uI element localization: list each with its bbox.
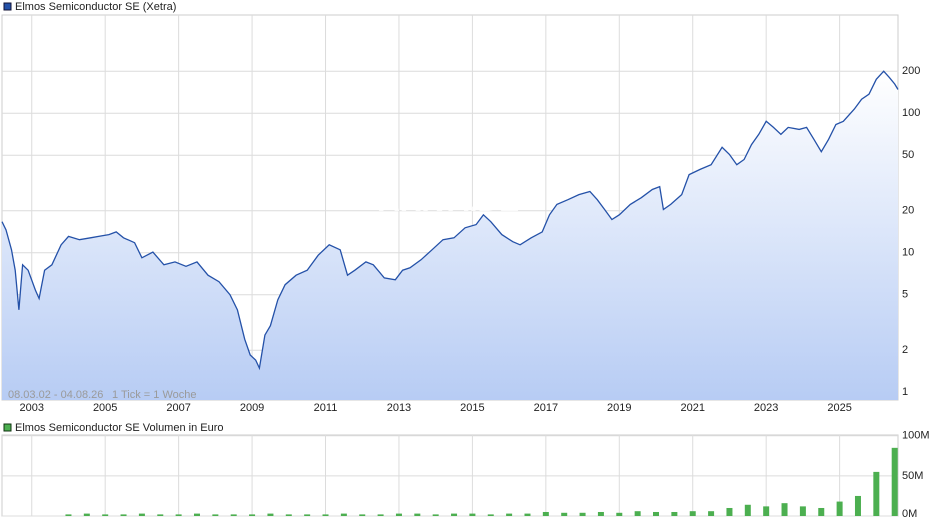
volume-bar	[322, 514, 329, 516]
x-tick-label: 2003	[20, 402, 44, 414]
volume-bar	[267, 513, 274, 516]
volume-bar	[891, 447, 898, 516]
volume-bar	[102, 514, 109, 516]
volume-bar	[671, 511, 678, 516]
volume-bar	[157, 514, 164, 516]
volume-bar	[726, 507, 733, 516]
volume-bar	[763, 506, 770, 516]
x-tick-label: 2009	[240, 402, 264, 414]
volume-bar	[359, 514, 366, 516]
y-tick-label: 50M	[902, 470, 923, 482]
volume-bar	[83, 513, 90, 516]
volume-bar	[175, 514, 182, 516]
volume-bar	[395, 513, 402, 516]
volume-bar	[597, 511, 604, 516]
legend-label: Elmos Semiconductor SE (Xetra)	[15, 1, 176, 13]
y-tick-label: 5	[902, 289, 908, 301]
volume-bar	[634, 511, 641, 516]
volume-bar	[377, 514, 384, 516]
volume-bar	[873, 471, 880, 516]
volume-bar	[193, 513, 200, 516]
y-tick-label: 2	[902, 344, 908, 356]
y-tick-label: 10	[902, 247, 914, 259]
volume-bar	[65, 514, 72, 516]
volume-bar	[120, 514, 127, 516]
price-area	[2, 71, 898, 400]
x-tick-label: 2011	[314, 402, 338, 414]
volume-bar	[469, 513, 476, 516]
volume-bar	[304, 514, 311, 516]
tick-note: 1 Tick = 1 Woche	[112, 389, 196, 401]
x-tick-label: 2005	[93, 402, 117, 414]
volume-bar	[451, 513, 458, 516]
volume-bar	[414, 513, 421, 516]
date-range: 08.03.02 - 04.08.26	[8, 389, 103, 401]
y-tick-label: 20	[902, 205, 914, 217]
volume-bar	[138, 513, 145, 516]
x-tick-label: 2021	[680, 402, 704, 414]
legend-swatch	[3, 423, 12, 432]
y-tick-label: 100	[902, 107, 920, 119]
watermark: ARIVA.DE	[378, 185, 521, 218]
x-tick-label: 2019	[607, 402, 631, 414]
x-tick-label: 2015	[460, 402, 484, 414]
volume-bar	[744, 504, 751, 516]
price-line	[1, 70, 899, 371]
volume-bar	[689, 511, 696, 516]
volume-bar	[340, 513, 347, 516]
x-tick-label: 2007	[166, 402, 190, 414]
volume-bar	[579, 512, 586, 516]
volume-bar	[799, 506, 806, 516]
volume-bar	[616, 512, 623, 516]
volume-bar	[230, 514, 237, 516]
volume-bar	[561, 512, 568, 516]
volume-bar	[542, 511, 549, 516]
volume-bar	[285, 514, 292, 516]
x-tick-label: 2025	[827, 402, 851, 414]
volume-bar	[653, 511, 660, 516]
y-tick-label: 1	[902, 386, 908, 398]
y-tick-label: 50	[902, 149, 914, 161]
y-tick-label: 200	[902, 65, 920, 77]
volume-bar	[506, 513, 513, 516]
y-tick-label: 100M	[902, 430, 930, 442]
volume-bar	[212, 514, 219, 516]
volume-bar	[249, 514, 256, 516]
x-tick-label: 2023	[754, 402, 778, 414]
x-tick-label: 2017	[534, 402, 558, 414]
x-tick-label: 2013	[387, 402, 411, 414]
volume-bar	[836, 501, 843, 516]
volume-bar	[524, 513, 531, 516]
legend-label: Elmos Semiconductor SE Volumen in Euro	[15, 422, 224, 434]
legend-swatch	[3, 2, 12, 11]
volume-bar	[818, 507, 825, 516]
volume-bar	[708, 511, 715, 516]
volume-bar	[781, 503, 788, 516]
y-tick-label: 0M	[902, 508, 917, 520]
volume-bar	[487, 514, 494, 516]
volume-bar	[432, 514, 439, 516]
volume-bar	[854, 495, 861, 516]
